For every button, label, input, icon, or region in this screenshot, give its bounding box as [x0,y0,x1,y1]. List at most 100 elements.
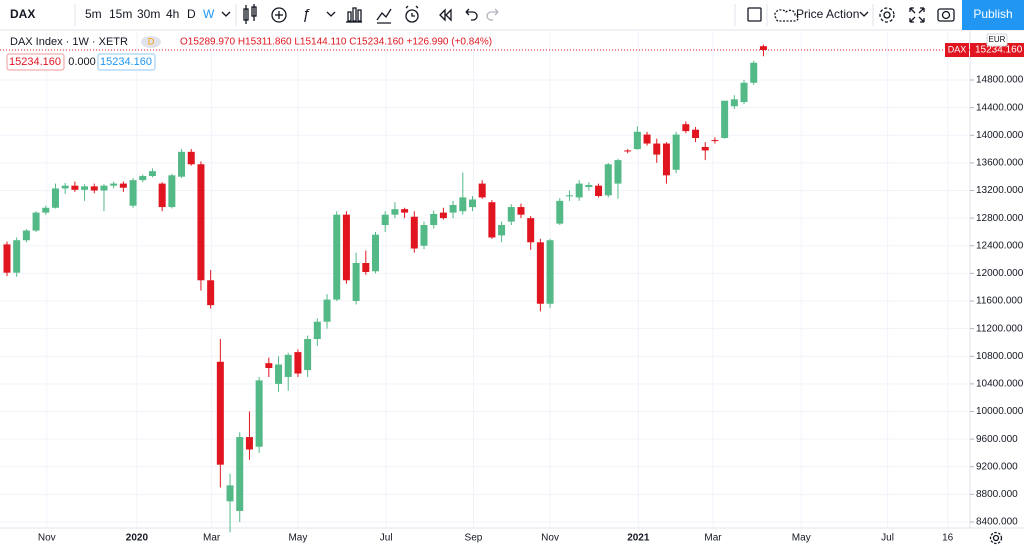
dropdown-icon[interactable] [221,11,231,17]
currency: EUR [989,35,1006,44]
grid [0,30,970,528]
candle-body [759,46,767,51]
candle-body [682,124,690,132]
fullscreen-icon[interactable] [909,7,925,23]
indicator-add-icon[interactable] [271,7,287,23]
candle-body [740,82,748,103]
y-tick-label: 14800.000 [976,75,1024,86]
value-box-text: 15234.160 [100,56,152,68]
interval[interactable]: D [187,7,196,21]
candle-body [575,183,583,198]
redo-icon[interactable] [486,8,499,21]
candle-body [100,185,108,191]
candle-body [653,143,661,155]
candle-body [556,200,564,224]
candle-body [372,234,380,272]
y-tick-label: 14000.000 [976,130,1024,141]
candle-body [662,143,670,176]
alert-icon[interactable] [405,5,419,23]
candle-body [546,240,554,304]
value-text: 0.000 [68,56,96,68]
price-tag [970,43,1024,58]
interval[interactable]: 4h [166,7,179,21]
candle-body [672,134,680,170]
candle-body [13,240,21,273]
x-tick-label: Jul [380,533,393,544]
candles [0,44,970,533]
candle-body [265,363,273,368]
candle-body [536,242,544,304]
candle-body [527,218,535,243]
candle-body [216,361,224,465]
y-tick-label: 12800.000 [976,213,1024,224]
x-tick-label: Sep [465,533,483,544]
publish-button[interactable] [962,0,1024,30]
x-tick-label: May [792,533,811,544]
candle-body [352,263,360,301]
y-tick-label: 14400.000 [976,102,1024,113]
y-tick-label: 10800.000 [976,351,1024,362]
candle-body [381,214,389,226]
settings-icon[interactable] [989,531,1003,545]
settings-icon[interactable] [879,7,895,23]
candle-body [633,131,641,150]
y-tick-label: 12000.000 [976,268,1024,279]
fx-icon[interactable]: ƒ [302,6,310,23]
layout-name[interactable]: Price Action [796,7,859,21]
candle-body [129,180,137,206]
candle-body [517,207,525,215]
interval-active[interactable]: W [203,7,215,21]
candle-body [439,212,447,219]
chart-properties-icon[interactable] [346,7,362,23]
cloud-icon[interactable] [774,9,799,22]
candle-body [750,62,758,83]
candle-body [420,225,428,246]
candle-body [459,197,467,212]
x-tick-label: 2021 [627,533,650,544]
candle-body [284,354,292,377]
candle-body [61,185,69,189]
dropdown-icon[interactable] [859,11,869,17]
candle-body [197,164,205,281]
candle-body [323,299,331,322]
interval[interactable]: 30m [137,7,160,21]
candle-body [139,175,147,181]
candle-body [692,129,700,139]
legend-title: DAX Index · 1W · XETR [10,36,128,48]
compare-icon[interactable] [376,8,392,24]
dropdown-icon[interactable] [326,11,336,17]
candle-body [333,214,341,300]
candle-body [22,230,30,241]
x-tick-label: Jul [881,533,894,544]
replay-icon[interactable] [439,8,452,22]
candle-body [148,171,156,176]
candle-body [498,225,506,236]
candle-body [488,202,496,238]
y-tick-label: 9600.000 [976,434,1018,445]
publish-label[interactable]: Publish [973,7,1012,21]
interval[interactable]: 5m [85,7,102,21]
candle-body [410,216,418,249]
legend-ohlc: O15289.970 H15311.860 L15144.110 C15234.… [180,37,492,48]
interval[interactable]: 15m [109,7,132,21]
x-tick-label: 2020 [126,533,149,544]
select-icon[interactable] [747,7,762,22]
candle-body [430,213,438,226]
x-tick-label: Mar [203,533,221,544]
candle-body [207,280,215,306]
candle-body [391,209,399,215]
candle-body [245,437,253,450]
y-tick-label: 8800.000 [976,489,1018,500]
candle-body [90,186,98,191]
candles-icon[interactable] [243,4,257,24]
y-tick-label: 11200.000 [976,323,1023,334]
candle-body [614,160,622,184]
candle-body [119,183,127,188]
snapshot-icon[interactable] [937,8,955,22]
candle-body [565,195,573,197]
undo-icon[interactable] [465,8,478,21]
symbol[interactable]: DAX [10,7,35,21]
candle-body [643,134,651,144]
